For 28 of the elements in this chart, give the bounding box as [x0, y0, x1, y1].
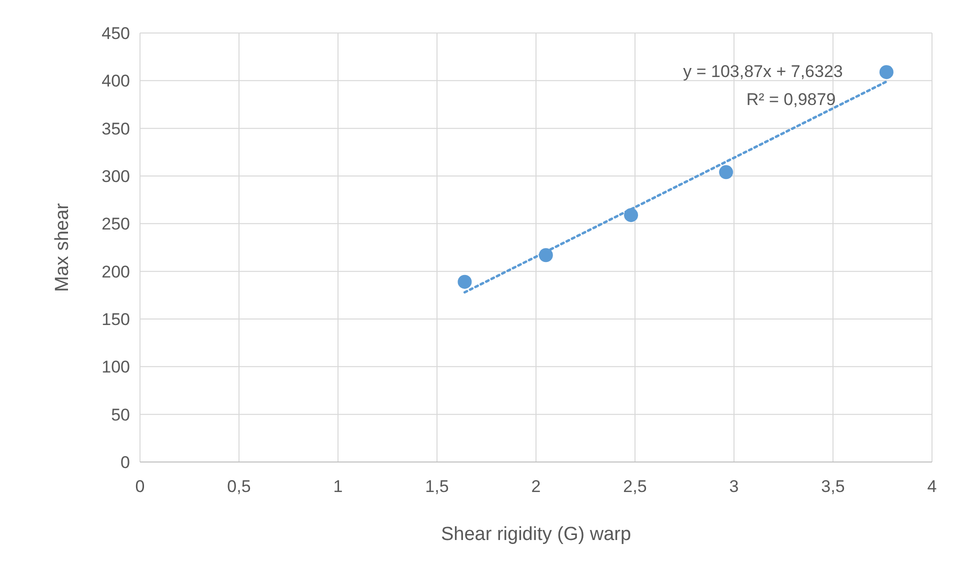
x-tick-label: 0 [135, 477, 145, 496]
x-tick-label: 0,5 [227, 477, 251, 496]
y-tick-label: 50 [111, 405, 130, 424]
annotation: y = 103,87x + 7,6323 [683, 62, 843, 81]
y-tick-label: 0 [120, 453, 130, 472]
point [879, 65, 894, 80]
y-tick-label: 150 [102, 310, 130, 329]
y-axis-title: Max shear [52, 202, 73, 292]
x-tick-label: 3 [729, 477, 739, 496]
x-tick-label: 2 [531, 477, 541, 496]
x-tick-label: 4 [927, 477, 937, 496]
x-axis-title: Shear rigidity (G) warp [440, 524, 632, 545]
x-tick-label: 1,5 [425, 477, 449, 496]
point [719, 165, 734, 180]
y-tick-label: 450 [102, 24, 130, 43]
x-tick-label: 3,5 [821, 477, 845, 496]
point [458, 274, 472, 289]
point [538, 248, 553, 262]
y-tick-label: 400 [102, 72, 130, 91]
y-tick-label: 100 [102, 358, 130, 377]
x-tick-label: 2,5 [623, 477, 647, 496]
y-tick-label: 300 [102, 167, 130, 186]
y-tick-label: 350 [102, 119, 130, 138]
x-tick-label: 1 [333, 477, 343, 496]
annotation: R² = 0,9879 [746, 90, 836, 109]
point [624, 208, 638, 222]
y-tick-label: 250 [102, 214, 130, 234]
y-tick-label: 200 [102, 262, 130, 282]
